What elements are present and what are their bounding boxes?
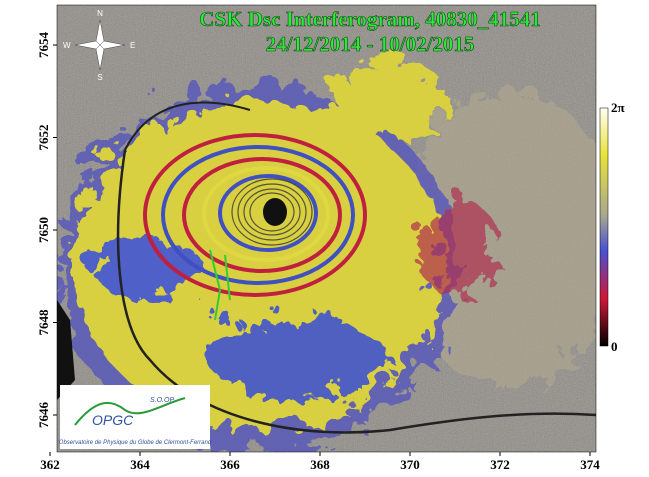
compass-letter: E: [130, 41, 135, 50]
compass-letter: N: [97, 9, 103, 18]
x-tick-label: 364: [130, 457, 150, 472]
colorbar: [599, 107, 609, 347]
title-line: 24/12/2014 - 10/02/2015: [266, 32, 475, 56]
x-tick-label: 370: [400, 457, 420, 472]
x-tick-label: 374: [580, 457, 600, 472]
compass-letter: S: [97, 73, 102, 82]
logo-acronym: OPGC: [92, 412, 134, 428]
colorbar-label: 0: [611, 339, 618, 354]
x-tick-label: 362: [40, 457, 60, 472]
y-tick-label: 7650: [36, 217, 51, 243]
map-frame: [56, 4, 597, 453]
y-tick-label: 7648: [36, 309, 51, 336]
compass-letter: W: [63, 41, 71, 50]
y-tick-label: 7652: [36, 125, 51, 151]
logo-name: Observatoire de Physique du Globe de Cle…: [59, 440, 212, 446]
logo: OPGC S.O.OP Observatoire de Physique du …: [59, 385, 212, 449]
x-tick-label: 372: [490, 457, 510, 472]
colorbar-label: 2π: [611, 100, 625, 115]
title-line: CSK Dsc Interferogram, 40830_41541: [199, 7, 540, 31]
x-tick-label: 366: [220, 457, 240, 472]
interferogram-image: [57, 5, 596, 452]
y-tick-label: 7654: [36, 32, 51, 59]
logo-tag: S.O.OP: [150, 397, 174, 404]
compass: N S E W: [63, 9, 135, 82]
x-tick-label: 368: [310, 457, 330, 472]
y-tick-label: 7646: [36, 402, 51, 429]
